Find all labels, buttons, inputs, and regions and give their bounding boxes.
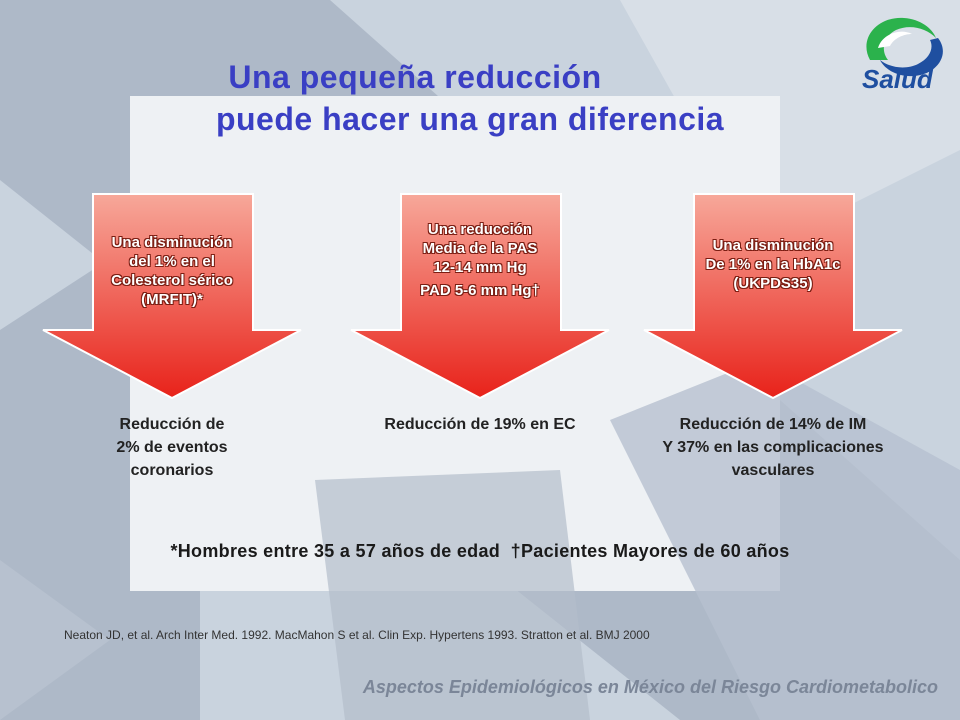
result-cholesterol: Reducción de 2% de eventos coronarios [72,413,272,482]
arrow-label-line: Una reducción [427,221,533,238]
arrow-label-line: 12-14 mm Hg [433,259,527,276]
down-arrow-icon [42,193,302,400]
result-blood-pressure: Reducción de 19% en EC [360,413,600,436]
result-line: Reducción de [119,416,225,433]
result-line: Y 37% en las complicaciones [662,439,884,456]
result-line: coronarios [130,462,214,479]
arrow-label: Una reducción Media de la PAS 12-14 mm H… [349,220,611,300]
title-line-2: puede hacer una gran diferencia [215,101,725,137]
arrow-label-line: (MRFIT)* [141,291,203,308]
arrow-cholesterol: Una disminución del 1% en el Colesterol … [41,190,303,402]
down-arrow-icon [350,193,610,400]
arrow-label-line: Colesterol sérico [111,272,233,289]
arrow-label-line: Una disminución [712,237,834,254]
footer-tagline: Aspectos Epidemiológicos en México del R… [362,677,938,697]
result-line: 2% de eventos [116,439,228,456]
footnote: *Hombres entre 35 a 57 años de edad †Pac… [170,541,790,561]
arrow-label-line: (UKPDS35) [733,275,813,292]
arrow-label: Una disminución De 1% en la HbA1c (UKPDS… [642,236,904,293]
arrow-label: Una disminución del 1% en el Colesterol … [41,233,303,309]
arrow-hba1c: Una disminución De 1% en la HbA1c (UKPDS… [642,190,904,402]
result-line: vasculares [731,462,815,479]
slide-title: Una pequeña reducción puede hacer una gr… [0,56,960,140]
logo-text: Salud [862,64,933,94]
result-line: Reducción de 19% en EC [384,416,576,433]
arrow-label-line: Una disminución [111,234,233,251]
references: Neaton JD, et al. Arch Inter Med. 1992. … [64,628,650,642]
result-hba1c: Reducción de 14% de IM Y 37% en las comp… [636,413,910,482]
title-line-1: Una pequeña reducción [228,59,602,95]
arrow-label-line: PAD 5-6 mm Hg† [420,282,540,299]
arrow-blood-pressure: Una reducción Media de la PAS 12-14 mm H… [349,190,611,402]
arrow-label-line: De 1% en la HbA1c [705,256,841,273]
arrow-label-line: del 1% en el [129,253,215,270]
result-line: Reducción de 14% de IM [679,416,867,433]
arrow-label-line: Media de la PAS [422,240,538,257]
salud-logo: Salud [848,8,958,100]
down-arrow-icon [643,193,903,400]
